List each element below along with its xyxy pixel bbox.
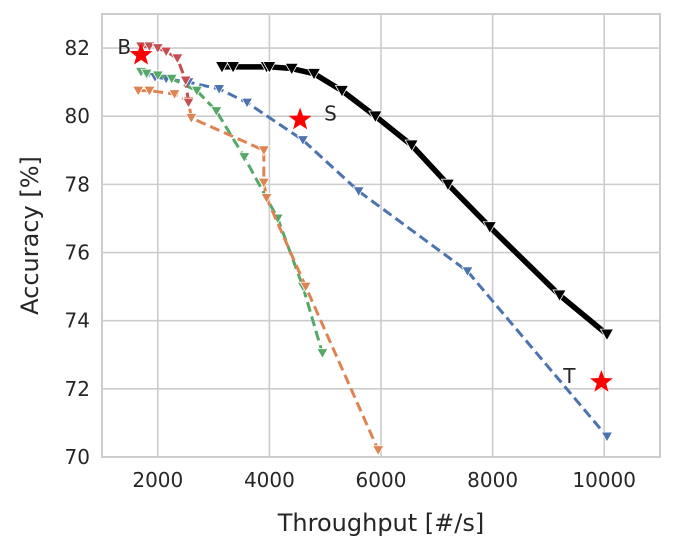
data-point-marker	[262, 61, 277, 74]
data-point-marker	[257, 177, 271, 189]
data-point-marker	[306, 68, 322, 81]
data-point-marker	[159, 46, 173, 58]
data-point-marker	[240, 97, 254, 109]
y-tick-label: 82	[65, 36, 90, 60]
data-point-marker	[440, 178, 456, 192]
x-tick-label: 10000	[572, 468, 636, 492]
data-point-marker	[482, 221, 497, 234]
data-point-marker	[151, 43, 164, 55]
star-marker-b	[129, 42, 153, 65]
y-tick-label: 74	[65, 309, 90, 333]
data-point-marker	[179, 75, 192, 87]
x-axis-title: Throughput [#/s]	[277, 509, 484, 537]
annotation-layer: B S T	[117, 35, 613, 392]
data-point-marker	[190, 85, 204, 97]
data-point-marker	[334, 85, 350, 98]
data-point-marker	[210, 106, 223, 118]
x-tick-label: 2000	[132, 468, 183, 492]
plot-frame	[101, 13, 661, 458]
annotation-label-t: T	[562, 364, 576, 388]
x-tick-label: 6000	[356, 468, 407, 492]
data-point-marker	[599, 328, 615, 342]
y-axis-title: Accuracy [%]	[16, 156, 44, 315]
data-point-marker	[225, 61, 241, 74]
data-point-marker	[260, 193, 273, 205]
star-marker-s	[288, 107, 312, 130]
data-point-marker	[404, 139, 419, 153]
data-point-marker	[257, 145, 271, 157]
data-point-marker	[299, 281, 312, 293]
x-tick-label: 8000	[467, 468, 518, 492]
y-tick-label: 78	[65, 172, 90, 196]
data-point-marker	[552, 289, 567, 303]
data-point-marker	[600, 431, 614, 443]
data-point-marker	[238, 152, 251, 164]
data-point-marker	[171, 53, 184, 65]
y-tick-label: 72	[65, 377, 90, 401]
series-line	[140, 70, 324, 354]
data-point-marker	[143, 41, 156, 53]
data-point-marker	[212, 84, 226, 96]
series-line	[221, 64, 609, 337]
x-tick-label: 4000	[244, 468, 295, 492]
data-point-marker	[461, 266, 474, 278]
series-2	[134, 67, 614, 443]
y-tick-label: 70	[65, 445, 90, 469]
data-point-marker	[168, 89, 181, 101]
series-line	[138, 89, 380, 451]
series-4	[132, 85, 385, 457]
series-layer	[132, 41, 615, 457]
star-marker-t	[590, 370, 613, 392]
annotation-label-s: S	[324, 102, 337, 126]
data-point-marker	[151, 70, 164, 82]
tick-labels: 2000 4000 6000 8000 10000 70 72 74 76 78 80 82	[65, 36, 636, 492]
data-point-marker	[368, 110, 383, 124]
data-point-marker	[284, 62, 299, 76]
data-point-marker	[140, 68, 153, 80]
series-1	[214, 61, 615, 342]
data-point-marker	[296, 135, 310, 147]
y-tick-label: 80	[65, 104, 90, 128]
y-tick-label: 76	[65, 241, 90, 265]
data-point-marker	[352, 186, 365, 198]
data-point-marker	[372, 445, 385, 457]
data-point-marker	[185, 113, 198, 124]
data-point-marker	[143, 85, 156, 97]
annotation-label-b: B	[117, 35, 131, 59]
data-point-marker	[182, 97, 195, 109]
data-point-marker	[214, 61, 230, 74]
data-point-marker	[132, 85, 145, 97]
data-point-marker	[165, 73, 178, 85]
data-point-marker	[316, 348, 329, 360]
